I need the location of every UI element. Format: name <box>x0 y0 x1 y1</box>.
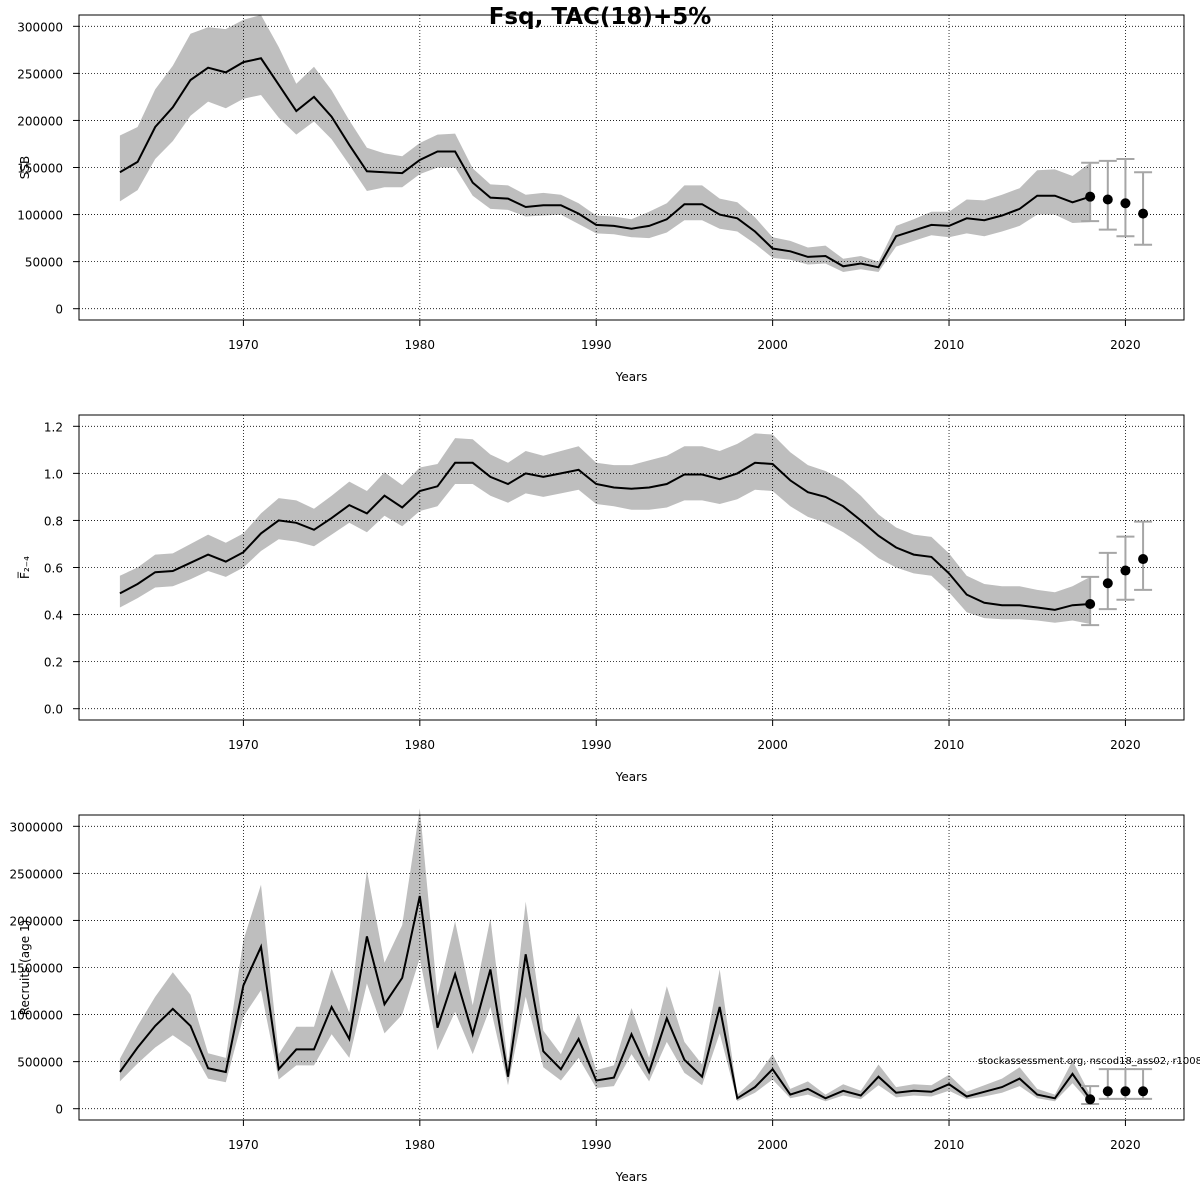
y-tick-label: 2000000 <box>10 914 63 928</box>
x-tick-label: 1990 <box>581 1138 612 1152</box>
forecast-point <box>1138 554 1149 565</box>
y-tick-label: 0.8 <box>44 514 63 528</box>
y-tick-label: 50000 <box>25 256 63 270</box>
x-axis-label: Years <box>615 1170 648 1184</box>
y-tick-label: 1.2 <box>44 420 63 434</box>
forecast-point <box>1120 565 1131 576</box>
estimate-line <box>119 57 1091 269</box>
confidence-band <box>119 15 1091 272</box>
forecast-point <box>1102 1086 1113 1097</box>
x-tick-label: 1970 <box>228 1138 259 1152</box>
y-tick-label: 0 <box>55 1103 63 1117</box>
y-tick-label: 1000000 <box>10 1009 63 1023</box>
y-tick-label: 2500000 <box>10 867 63 881</box>
forecast-point <box>1120 1086 1131 1097</box>
x-tick-label: 1990 <box>581 338 612 352</box>
y-tick-label: 0.6 <box>44 562 63 576</box>
forecast-point <box>1138 208 1149 219</box>
x-axis-label: Years <box>615 370 648 384</box>
y-tick-label: 0.2 <box>44 656 63 670</box>
estimate-line <box>119 461 1091 611</box>
y-tick-label: 3000000 <box>10 820 63 834</box>
y-tick-label: 500000 <box>17 1056 63 1070</box>
y-axis-label: Recruits (age 1) <box>18 920 32 1016</box>
forecast-point <box>1085 191 1096 202</box>
x-tick-label: 2020 <box>1110 338 1141 352</box>
estimate-line <box>119 895 1092 1100</box>
x-tick-label: 2000 <box>757 1138 788 1152</box>
x-tick-label: 2010 <box>934 738 965 752</box>
forecast-point <box>1138 1086 1149 1097</box>
forecast-point <box>1085 1094 1096 1105</box>
ssb-panel: 1970 1980 1990 2000 2010 2020 0 50000 100000 1500… <box>17 14 1185 384</box>
y-tick-label: 1500000 <box>10 962 63 976</box>
forecast-point <box>1120 198 1131 209</box>
x-tick-label: 1980 <box>405 338 436 352</box>
y-tick-label: 1.0 <box>44 467 63 481</box>
x-tick-label: 1980 <box>405 1138 436 1152</box>
y-axis-label: F̅₂₋₄ <box>17 556 32 579</box>
y-tick-label: 250000 <box>17 67 63 81</box>
chart-title: Fsq, TAC(18)+5% <box>489 4 712 30</box>
fbar-panel: 1970 1980 1990 2000 2010 2020 0.0 0.2 0.4 0.6 0.8 1… <box>17 414 1185 784</box>
y-tick-label: 150000 <box>17 162 63 176</box>
confidence-band <box>119 433 1091 624</box>
forecast-point <box>1102 578 1113 589</box>
y-tick-label: 300000 <box>17 20 63 34</box>
x-tick-label: 2000 <box>757 338 788 352</box>
x-tick-label: 2000 <box>757 738 788 752</box>
forecast-point <box>1085 598 1096 609</box>
confidence-band <box>119 808 1091 1104</box>
y-tick-label: 0 <box>55 303 63 317</box>
x-tick-label: 1990 <box>581 738 612 752</box>
x-tick-label: 2020 <box>1110 738 1141 752</box>
forecast-point <box>1102 194 1113 205</box>
x-tick-label: 1970 <box>228 338 259 352</box>
x-tick-label: 2010 <box>934 1138 965 1152</box>
x-tick-label: 2010 <box>934 338 965 352</box>
y-tick-label: 200000 <box>17 114 63 128</box>
x-tick-label: 2020 <box>1110 1138 1141 1152</box>
recruits-panel: 1970 1980 1990 2000 2010 2020 0 500000 1000000 15… <box>10 808 1185 1184</box>
y-axis-label: SSB <box>18 156 32 179</box>
y-tick-label: 100000 <box>17 209 63 223</box>
x-tick-label: 1980 <box>405 738 436 752</box>
watermark: stockassessment.org, nscod18_ass02, r100… <box>978 1056 1200 1067</box>
y-tick-label: 0.4 <box>44 609 63 623</box>
x-tick-label: 1970 <box>228 738 259 752</box>
x-axis-label: Years <box>615 770 648 784</box>
y-tick-label: 0.0 <box>44 703 63 717</box>
